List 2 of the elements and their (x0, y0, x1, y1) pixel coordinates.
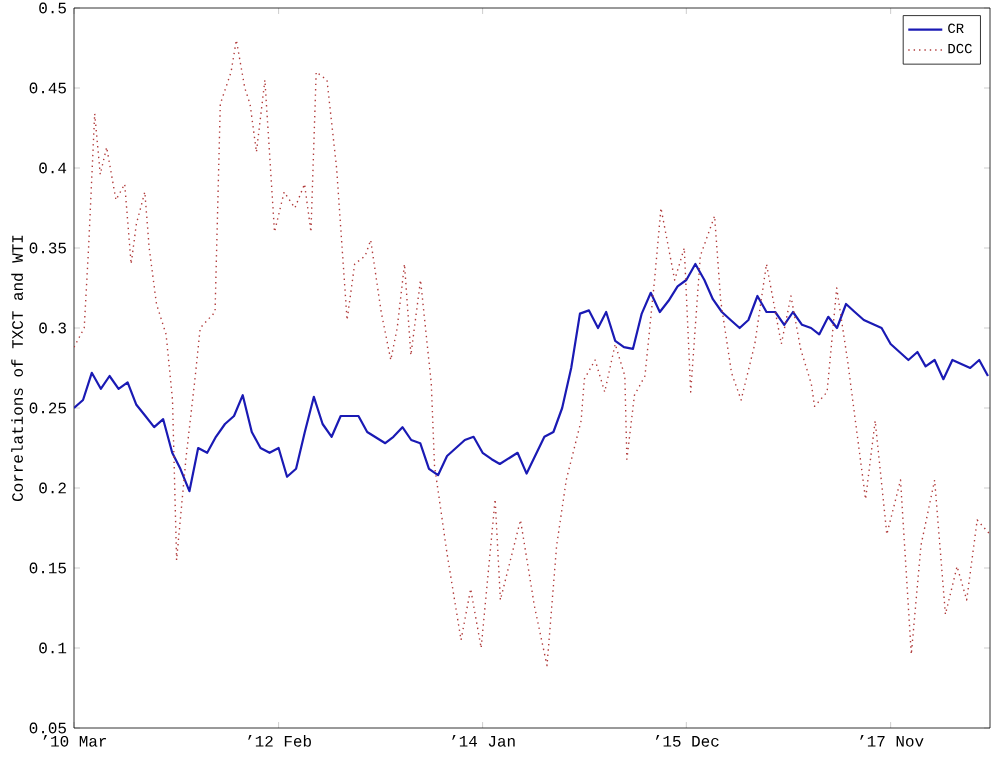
line-series (74, 39, 991, 667)
line-series (74, 262, 990, 493)
